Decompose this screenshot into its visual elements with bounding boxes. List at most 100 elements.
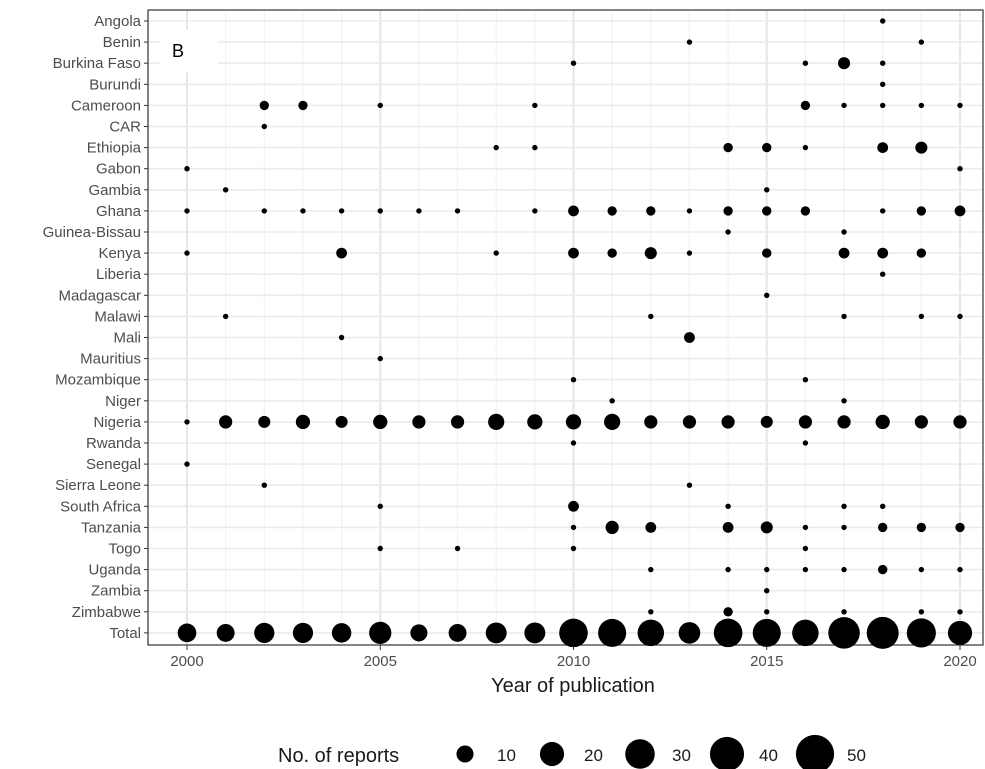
y-tick-label: Kenya — [98, 245, 141, 262]
data-point — [686, 208, 693, 214]
data-point — [764, 588, 770, 594]
data-point — [377, 545, 383, 552]
data-point — [570, 524, 577, 531]
size-legend: No. of reports 10 20 30 40 50 — [278, 734, 866, 769]
data-point — [485, 622, 507, 644]
data-point — [261, 123, 267, 130]
data-point — [377, 503, 383, 509]
data-point — [493, 144, 499, 151]
data-point — [841, 503, 847, 509]
data-point — [798, 415, 813, 429]
data-point — [957, 566, 963, 573]
data-point — [725, 503, 731, 509]
data-point — [648, 313, 654, 320]
data-point — [184, 250, 190, 256]
data-point — [646, 206, 656, 216]
data-point — [877, 142, 889, 154]
data-point — [222, 187, 229, 193]
data-point — [916, 248, 927, 258]
data-point — [604, 413, 621, 430]
data-point — [377, 102, 383, 109]
data-point — [918, 102, 925, 109]
data-point — [454, 208, 461, 214]
data-point — [532, 102, 538, 109]
size-legend-key — [539, 741, 565, 767]
y-tick-label: Zimbabwe — [72, 604, 141, 621]
y-tick-label: Tanzania — [81, 519, 142, 536]
data-point — [258, 415, 271, 428]
size-legend-key — [456, 745, 474, 763]
data-point — [605, 520, 619, 535]
data-point — [373, 414, 388, 430]
y-tick-label: Cameroon — [71, 97, 141, 114]
data-point — [877, 247, 889, 259]
data-point — [722, 522, 734, 533]
data-point — [880, 60, 886, 66]
data-point — [331, 623, 352, 643]
data-point — [866, 616, 899, 649]
data-point — [298, 100, 308, 111]
data-point — [955, 522, 965, 533]
data-point — [837, 415, 851, 429]
data-point — [841, 524, 847, 531]
x-tick-label: 2005 — [364, 653, 397, 670]
data-point — [570, 377, 577, 383]
data-point — [648, 566, 654, 573]
size-legend-key — [625, 739, 655, 769]
x-tick-label: 2010 — [557, 653, 590, 670]
size-legend-label: 30 — [672, 746, 691, 765]
data-point — [954, 205, 966, 217]
data-point — [565, 414, 582, 430]
data-point — [802, 377, 809, 383]
data-point — [532, 208, 538, 214]
data-point — [686, 482, 693, 488]
x-axis-title: Year of publication — [491, 675, 655, 697]
data-point — [493, 250, 499, 256]
data-point — [721, 415, 735, 429]
data-point — [568, 205, 579, 217]
data-point — [764, 609, 770, 615]
data-point — [295, 414, 311, 430]
y-tick-label: Mali — [113, 330, 141, 347]
y-tick-label: Rwanda — [86, 435, 142, 452]
data-point — [369, 621, 392, 645]
data-point — [906, 618, 936, 648]
data-point — [947, 620, 973, 645]
data-point — [918, 39, 925, 45]
y-tick-label: Malawi — [94, 308, 141, 325]
data-point — [762, 206, 772, 216]
data-point — [800, 100, 811, 111]
data-point — [684, 332, 695, 343]
y-axis-ticks: Angola Benin Burkina Faso Burundi Cameroon CA… — [43, 13, 148, 642]
data-point — [219, 415, 233, 429]
data-point — [878, 564, 888, 575]
y-tick-label: Total — [109, 625, 141, 642]
data-point — [568, 500, 579, 512]
data-point — [802, 440, 809, 446]
data-point — [802, 524, 809, 531]
data-point — [918, 566, 925, 573]
data-point — [802, 144, 809, 151]
data-point — [184, 208, 190, 214]
size-legend-label: 40 — [759, 746, 778, 765]
grid-lines — [147, 10, 983, 645]
data-point — [725, 229, 731, 235]
y-tick-label: Ghana — [96, 203, 142, 220]
data-point — [410, 624, 428, 642]
data-point — [762, 142, 772, 153]
x-tick-label: 2015 — [750, 653, 783, 670]
data-point — [838, 57, 851, 70]
data-point — [377, 208, 383, 214]
data-point — [880, 503, 886, 509]
y-tick-label: Senegal — [86, 456, 141, 473]
data-point — [177, 623, 197, 643]
data-point — [914, 415, 928, 429]
data-point — [802, 566, 809, 573]
data-point — [607, 206, 617, 216]
data-point — [915, 141, 928, 154]
data-point — [828, 617, 860, 649]
data-point — [802, 545, 809, 552]
data-point — [762, 248, 772, 258]
data-point — [259, 100, 269, 111]
y-tick-label: Mauritius — [80, 351, 141, 368]
